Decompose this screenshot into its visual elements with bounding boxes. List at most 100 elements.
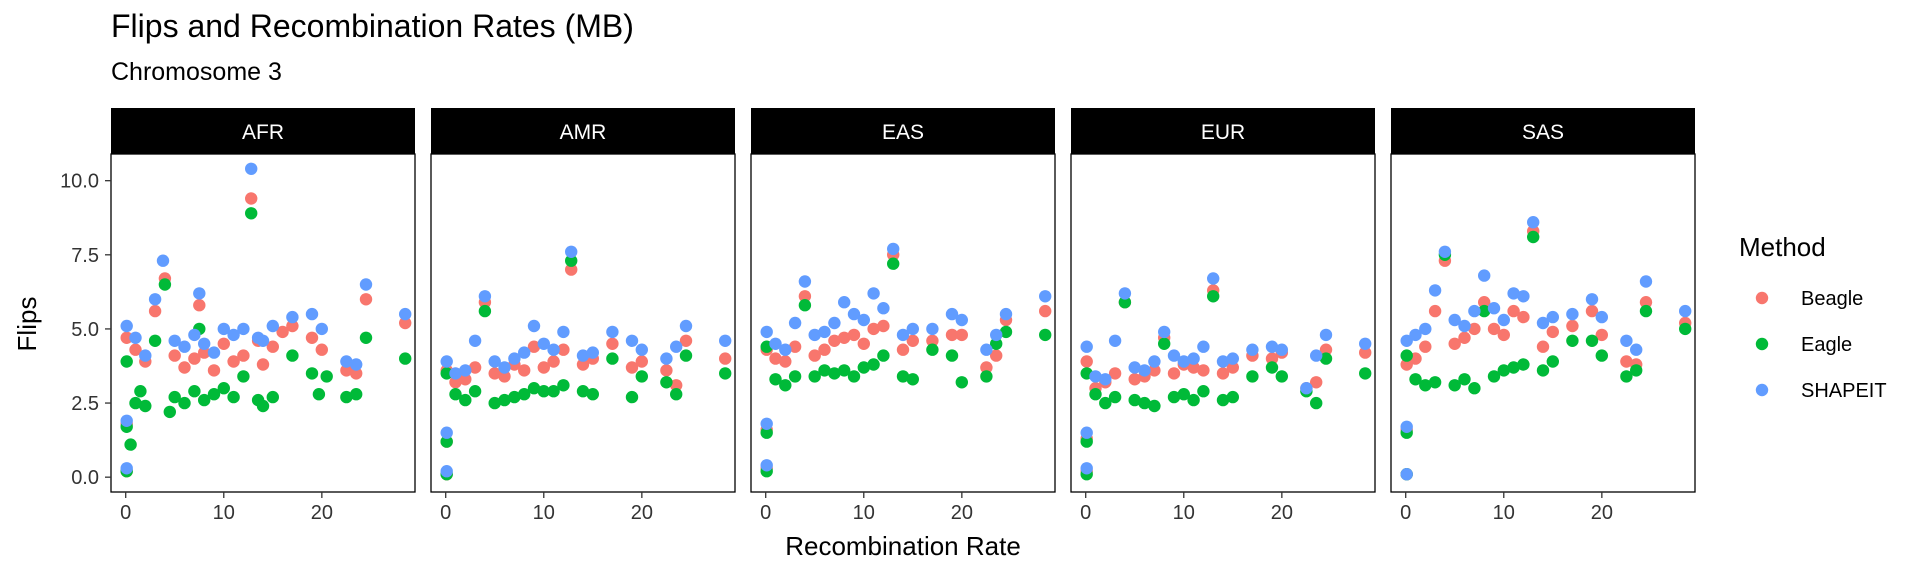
point-shapeit xyxy=(440,355,453,368)
x-tick-label: 10 xyxy=(533,502,555,524)
point-shapeit xyxy=(1118,287,1132,300)
point-shapeit xyxy=(1300,382,1313,395)
point-beagle xyxy=(217,337,230,350)
point-shapeit xyxy=(838,296,851,309)
point-shapeit xyxy=(488,355,501,368)
point-eagle xyxy=(547,385,560,398)
point-shapeit xyxy=(1167,349,1181,362)
point-shapeit xyxy=(788,316,802,330)
point-eagle xyxy=(440,435,453,448)
point-shapeit xyxy=(1468,304,1481,318)
point-shapeit xyxy=(168,334,181,347)
point-eagle xyxy=(1118,296,1132,309)
point-shapeit xyxy=(887,242,900,256)
point-eagle xyxy=(312,388,326,401)
point-eagle xyxy=(670,388,683,401)
point-beagle xyxy=(527,340,541,353)
point-beagle xyxy=(660,364,673,377)
point-shapeit xyxy=(1177,355,1191,368)
point-beagle xyxy=(1468,322,1481,336)
point-shapeit xyxy=(906,322,919,336)
point-eagle xyxy=(217,382,230,395)
point-beagle xyxy=(1319,343,1333,356)
point-shapeit xyxy=(1099,373,1112,386)
point-eagle xyxy=(158,278,172,291)
legend-key-beagle xyxy=(1755,291,1769,305)
point-shapeit xyxy=(508,352,521,365)
point-eagle xyxy=(1310,396,1323,410)
point-beagle xyxy=(1419,340,1432,353)
point-eagle xyxy=(1595,349,1609,362)
point-beagle xyxy=(1197,364,1210,377)
point-shapeit xyxy=(1187,352,1200,365)
point-shapeit xyxy=(990,328,1003,342)
point-eagle xyxy=(1448,379,1461,392)
point-eagle xyxy=(1226,390,1240,404)
point-shapeit xyxy=(760,325,773,339)
point-beagle xyxy=(1585,304,1599,318)
point-shapeit xyxy=(586,346,599,359)
point-eagle xyxy=(227,390,240,404)
point-eagle xyxy=(625,390,639,404)
point-eagle xyxy=(1458,373,1471,386)
facet-sas: SAS 0 10 20 xyxy=(1390,108,1696,524)
point-shapeit xyxy=(1630,343,1643,356)
point-eagle xyxy=(838,364,851,377)
point-beagle xyxy=(818,343,831,356)
point-eagle xyxy=(359,331,373,344)
point-shapeit xyxy=(1158,325,1171,339)
point-beagle xyxy=(1108,367,1122,380)
panel-border xyxy=(1070,153,1376,493)
point-shapeit xyxy=(565,245,578,258)
point-shapeit xyxy=(1546,310,1560,324)
point-shapeit xyxy=(1197,340,1210,353)
point-eagle xyxy=(1039,328,1052,342)
point-eagle xyxy=(1099,396,1112,410)
point-beagle xyxy=(498,370,511,383)
point-beagle xyxy=(168,349,181,362)
x-tick-label: 20 xyxy=(311,502,333,524)
point-eagle xyxy=(1679,322,1692,336)
y-tick-label: 10.0 xyxy=(60,171,99,193)
point-beagle xyxy=(1187,361,1200,374)
point-eagle xyxy=(828,367,841,380)
point-eagle xyxy=(459,393,472,407)
point-shapeit xyxy=(1400,420,1413,433)
point-beagle xyxy=(1128,373,1141,386)
point-shapeit xyxy=(1039,290,1052,303)
point-eagle xyxy=(320,370,333,383)
point-beagle xyxy=(359,293,373,306)
point-shapeit xyxy=(178,340,191,353)
point-shapeit xyxy=(468,334,482,347)
point-eagle xyxy=(134,385,147,398)
y-tick-label: 2.5 xyxy=(71,393,99,415)
point-beagle xyxy=(906,334,919,347)
point-shapeit xyxy=(1487,302,1501,315)
point-beagle xyxy=(838,331,851,344)
y-tick-label: 5.0 xyxy=(71,319,99,341)
point-shapeit xyxy=(926,322,939,336)
point-beagle xyxy=(468,361,482,374)
point-beagle xyxy=(1507,304,1520,318)
point-beagle xyxy=(1216,367,1230,380)
point-shapeit xyxy=(1419,322,1432,336)
point-shapeit xyxy=(1448,313,1461,327)
facet-eur: EUR 0 10 20 xyxy=(1070,108,1376,524)
point-shapeit xyxy=(440,465,453,478)
point-beagle xyxy=(1458,331,1471,344)
point-beagle xyxy=(237,349,250,362)
point-beagle xyxy=(459,373,472,386)
facet-strip xyxy=(111,108,415,154)
point-eagle xyxy=(1517,358,1530,371)
point-shapeit xyxy=(1639,275,1653,288)
point-shapeit xyxy=(286,310,299,324)
point-eagle xyxy=(906,373,919,386)
point-eagle xyxy=(1566,334,1579,347)
point-beagle xyxy=(1039,304,1052,318)
point-shapeit xyxy=(237,322,250,336)
point-eagle xyxy=(207,388,221,401)
point-beagle xyxy=(769,352,782,365)
point-eagle xyxy=(818,364,831,377)
point-shapeit xyxy=(955,313,968,327)
point-eagle xyxy=(488,396,501,410)
